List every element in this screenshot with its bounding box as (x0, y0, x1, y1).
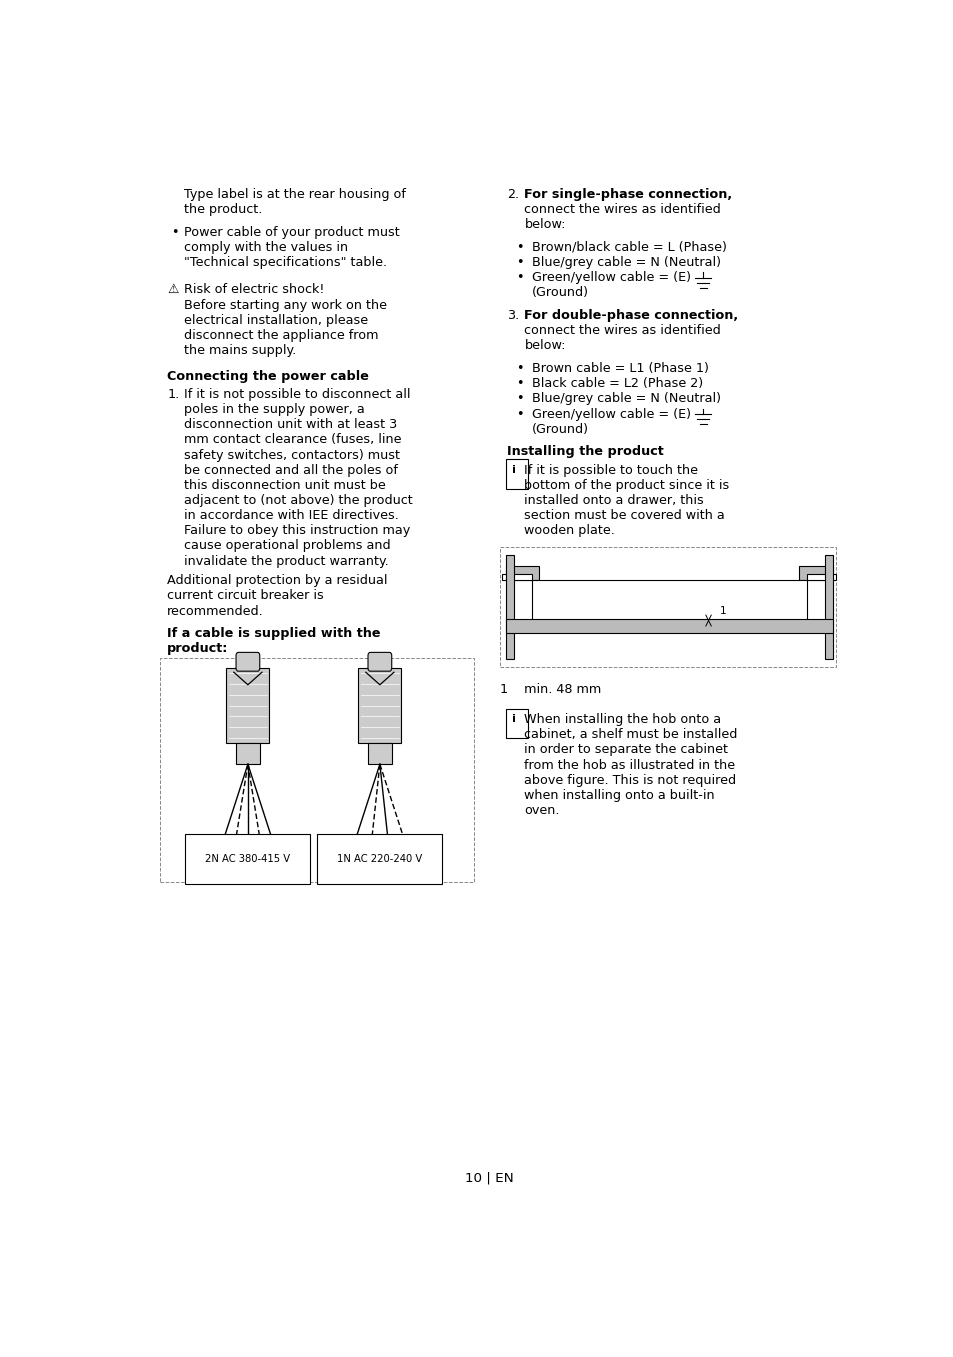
Text: the product.: the product. (184, 204, 262, 216)
Text: this disconnection unit must be: this disconnection unit must be (184, 479, 386, 491)
Text: 1: 1 (719, 607, 725, 616)
Text: in accordance with IEE directives.: in accordance with IEE directives. (184, 509, 398, 522)
Bar (505, 566, 538, 581)
Text: current circuit breaker is: current circuit breaker is (167, 589, 324, 603)
Text: connect the wires as identified: connect the wires as identified (524, 324, 720, 338)
Text: Additional protection by a residual: Additional protection by a residual (167, 574, 388, 588)
Text: the mains supply.: the mains supply. (184, 343, 296, 357)
Text: above figure. This is not required: above figure. This is not required (524, 773, 736, 787)
Text: For double-phase connection,: For double-phase connection, (524, 309, 738, 322)
Text: product:: product: (167, 642, 229, 655)
Text: section must be covered with a: section must be covered with a (524, 509, 724, 522)
Text: When installing the hob onto a: When installing the hob onto a (524, 714, 720, 726)
Text: 2.: 2. (507, 187, 519, 201)
Text: •: • (516, 271, 523, 284)
FancyBboxPatch shape (505, 460, 528, 489)
Bar (501, 574, 532, 581)
Text: "Technical specifications" table.: "Technical specifications" table. (184, 256, 387, 269)
Text: when installing onto a built-in: when installing onto a built-in (524, 788, 715, 802)
Text: invalidate the product warranty.: invalidate the product warranty. (184, 555, 389, 567)
Text: Before starting any work on the: Before starting any work on the (184, 299, 387, 312)
Text: Failure to obey this instruction may: Failure to obey this instruction may (184, 524, 410, 537)
Text: Brown/black cable = L (Phase): Brown/black cable = L (Phase) (531, 242, 726, 254)
Bar (823, 555, 832, 658)
Text: Blue/grey cable = N (Neutral): Blue/grey cable = N (Neutral) (531, 256, 720, 269)
Text: If it is possible to touch the: If it is possible to touch the (524, 464, 698, 476)
Bar (235, 744, 259, 764)
Text: connect the wires as identified: connect the wires as identified (524, 204, 720, 216)
Text: electrical installation, please: electrical installation, please (184, 313, 368, 327)
Text: oven.: oven. (524, 805, 559, 817)
Text: below:: below: (524, 218, 565, 231)
Text: Blue/grey cable = N (Neutral): Blue/grey cable = N (Neutral) (531, 392, 720, 406)
Text: cabinet, a shelf must be installed: cabinet, a shelf must be installed (524, 729, 737, 741)
Text: Power cable of your product must: Power cable of your product must (184, 225, 399, 239)
Text: 1.: 1. (167, 388, 179, 400)
Bar (160, 658, 474, 882)
Text: below:: below: (524, 339, 565, 353)
Text: from the hob as illustrated in the: from the hob as illustrated in the (524, 759, 735, 772)
Text: (Ground): (Ground) (531, 286, 588, 300)
Text: recommended.: recommended. (167, 605, 264, 617)
Text: Brown cable = L1 (Phase 1): Brown cable = L1 (Phase 1) (531, 362, 708, 375)
Text: Green/yellow cable = (E): Green/yellow cable = (E) (531, 271, 690, 284)
Text: Connecting the power cable: Connecting the power cable (167, 369, 369, 383)
Text: •: • (516, 256, 523, 269)
Text: L: L (364, 852, 369, 860)
Text: Green/yellow cable = (E): Green/yellow cable = (E) (531, 407, 690, 421)
Text: •: • (516, 392, 523, 406)
Text: (Ground): (Ground) (531, 423, 588, 436)
Text: disconnect the appliance from: disconnect the appliance from (184, 328, 378, 342)
Text: Type label is at the rear housing of: Type label is at the rear housing of (184, 187, 406, 201)
Text: i: i (512, 714, 516, 725)
Bar (805, 574, 836, 581)
Text: For single-phase connection,: For single-phase connection, (524, 187, 732, 201)
FancyBboxPatch shape (505, 708, 528, 738)
Bar (226, 668, 269, 744)
Text: 1N AC 220-240 V: 1N AC 220-240 V (337, 855, 422, 864)
Text: N: N (248, 868, 254, 878)
Text: •: • (171, 225, 178, 239)
Text: ⚠: ⚠ (167, 284, 178, 296)
Bar (368, 744, 392, 764)
Text: installed onto a drawer, this: installed onto a drawer, this (524, 494, 703, 508)
Text: i: i (512, 464, 516, 475)
Text: bottom of the product since it is: bottom of the product since it is (524, 479, 729, 491)
Text: cause operational problems and: cause operational problems and (184, 540, 391, 552)
Text: N: N (383, 852, 391, 860)
Bar (499, 547, 836, 668)
Text: If it is not possible to disconnect all: If it is not possible to disconnect all (184, 388, 411, 400)
FancyBboxPatch shape (235, 653, 259, 672)
Text: 1    min. 48 mm: 1 min. 48 mm (499, 683, 600, 696)
Text: 3.: 3. (507, 309, 519, 322)
Text: 10 | EN: 10 | EN (464, 1172, 513, 1185)
Text: comply with the values in: comply with the values in (184, 242, 348, 254)
Text: mm contact clearance (fuses, line: mm contact clearance (fuses, line (184, 433, 401, 446)
Text: 2N AC 380-415 V: 2N AC 380-415 V (205, 855, 290, 864)
Bar (358, 668, 401, 744)
Text: wooden plate.: wooden plate. (524, 524, 615, 537)
Text: be connected and all the poles of: be connected and all the poles of (184, 464, 397, 476)
Text: adjacent to (not above) the product: adjacent to (not above) the product (184, 494, 413, 508)
Text: disconnection unit with at least 3: disconnection unit with at least 3 (184, 418, 397, 432)
Bar (505, 555, 514, 658)
FancyBboxPatch shape (368, 653, 392, 672)
Text: poles in the supply power, a: poles in the supply power, a (184, 403, 365, 417)
Text: •: • (516, 242, 523, 254)
Text: If a cable is supplied with the: If a cable is supplied with the (167, 627, 380, 641)
Text: L1 L2: L1 L2 (214, 852, 239, 860)
Text: Installing the product: Installing the product (507, 445, 663, 459)
Text: •: • (516, 407, 523, 421)
Bar (532, 581, 805, 622)
Text: in order to separate the cabinet: in order to separate the cabinet (524, 744, 728, 756)
Bar (799, 566, 832, 581)
Bar (505, 620, 832, 632)
Text: Black cable = L2 (Phase 2): Black cable = L2 (Phase 2) (531, 377, 702, 391)
Text: •: • (516, 377, 523, 391)
Text: safety switches, contactors) must: safety switches, contactors) must (184, 449, 400, 461)
Text: Risk of electric shock!: Risk of electric shock! (184, 284, 324, 296)
Text: •: • (516, 362, 523, 375)
